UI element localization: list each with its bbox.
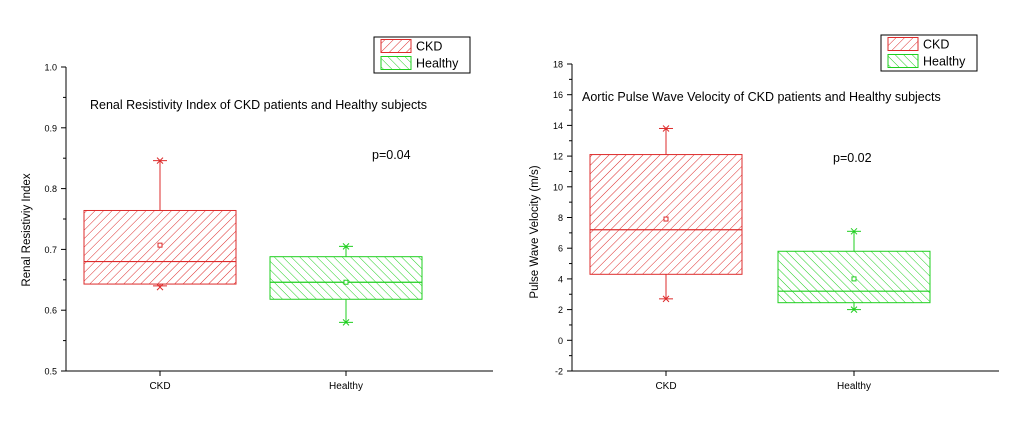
max-marker <box>156 157 164 164</box>
p-value-annotation: p=0.02 <box>833 151 872 165</box>
legend-label-healthy: Healthy <box>923 55 966 69</box>
mean-marker <box>343 279 349 285</box>
y-tick-label: 12 <box>553 152 563 162</box>
legend-swatch-healthy <box>380 56 412 70</box>
p-value-annotation: p=0.04 <box>372 148 411 162</box>
mean-marker <box>851 276 857 282</box>
x-tick-label: Healthy <box>837 381 871 392</box>
x-tick-label: CKD <box>149 381 170 392</box>
legend-label-ckd: CKD <box>416 40 442 54</box>
y-tick-label: 0.8 <box>44 184 57 194</box>
legend-swatch-ckd <box>887 37 919 51</box>
legend-label-ckd: CKD <box>923 38 949 52</box>
y-tick-label: 8 <box>558 213 563 223</box>
y-tick-label: 10 <box>553 182 563 192</box>
plot-area: 0.5 0.6 0.7 0.8 0.9 1.0 CKD Healthy <box>44 63 493 392</box>
max-marker <box>342 243 350 250</box>
mean-marker <box>663 216 669 222</box>
chart-pulse-wave-velocity: Aortic Pulse Wave Velocity of CKD patien… <box>529 34 999 392</box>
y-tick-label: 18 <box>553 60 563 70</box>
chart-title: Aortic Pulse Wave Velocity of CKD patien… <box>582 90 941 104</box>
chart-title: Renal Resistivity Index of CKD patients … <box>90 98 427 112</box>
y-tick-label: 4 <box>558 274 563 284</box>
plot-area: -2 0 2 4 6 8 10 12 14 16 18 CKD Healthy <box>553 60 999 392</box>
y-tick-label: 16 <box>553 90 563 100</box>
y-tick-label: 6 <box>558 244 563 254</box>
y-tick-label: 0.7 <box>44 245 57 255</box>
min-marker <box>342 319 350 326</box>
legend-swatch-healthy <box>887 54 919 68</box>
box-healthy <box>269 256 423 300</box>
y-tick-label: 0.9 <box>44 123 57 133</box>
chart-renal-resistivity: Renal Resistivity Index of CKD patients … <box>21 36 493 392</box>
box-ckd <box>589 154 743 275</box>
max-marker <box>662 125 670 132</box>
x-tick-label: CKD <box>655 381 676 392</box>
y-tick-label: 14 <box>553 121 563 131</box>
legend-swatch-ckd <box>380 39 412 53</box>
y-tick-label: 0.5 <box>44 367 57 377</box>
y-axis-label: Pulse Wave Velocity (m/s) <box>529 165 541 298</box>
y-tick-label: 1.0 <box>44 63 57 73</box>
mean-marker <box>157 242 163 248</box>
max-marker <box>850 227 858 235</box>
y-tick-label: 0.6 <box>44 306 57 316</box>
x-tick-label: Healthy <box>329 381 363 392</box>
y-tick-label: 2 <box>558 305 563 315</box>
y-tick-label: -2 <box>555 367 563 377</box>
y-axis-label: Renal Resistiviy Index <box>21 173 33 286</box>
legend: CKD Healthy <box>880 34 978 72</box>
legend-label-healthy: Healthy <box>416 57 459 71</box>
min-marker <box>850 306 858 313</box>
min-marker <box>156 283 164 291</box>
min-marker <box>662 295 670 303</box>
y-tick-label: 0 <box>558 336 563 346</box>
legend: CKD Healthy <box>373 36 471 74</box>
